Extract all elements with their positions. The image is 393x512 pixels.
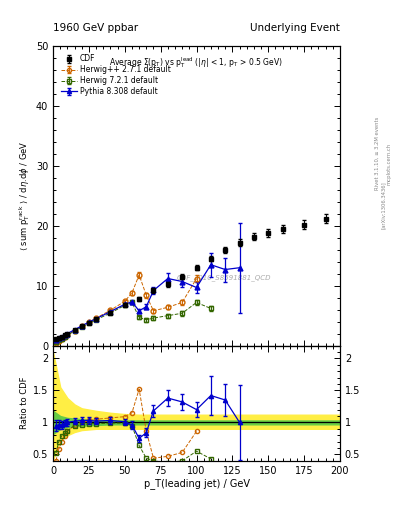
Text: Rivet 3.1.10, ≥ 3.2M events: Rivet 3.1.10, ≥ 3.2M events xyxy=(375,117,380,190)
Text: Underlying Event: Underlying Event xyxy=(250,23,340,33)
Text: Average $\Sigma$(p$_{\rm T}$) vs p$_{\rm T}^{\rm lead}$ ($|\eta|$ < 1, p$_{\rm T: Average $\Sigma$(p$_{\rm T}$) vs p$_{\rm… xyxy=(110,55,283,70)
Text: 1960 GeV ppbar: 1960 GeV ppbar xyxy=(53,23,138,33)
Y-axis label: $\langle$ sum p$_{\rm T}^{\rm rack}$ $\rangle$ / d$\eta$.d$\phi$ / GeV: $\langle$ sum p$_{\rm T}^{\rm rack}$ $\r… xyxy=(17,141,32,251)
Legend: CDF, Herwig++ 2.7.1 default, Herwig 7.2.1 default, Pythia 8.308 default: CDF, Herwig++ 2.7.1 default, Herwig 7.2.… xyxy=(60,53,172,98)
Text: CDF_2010_S8591881_QCD: CDF_2010_S8591881_QCD xyxy=(176,275,271,282)
Text: [arXiv:1306.3436]: [arXiv:1306.3436] xyxy=(381,181,386,229)
Text: mcplots.cern.ch: mcplots.cern.ch xyxy=(386,143,391,185)
Y-axis label: Ratio to CDF: Ratio to CDF xyxy=(20,377,29,430)
X-axis label: p_T(leading jet) / GeV: p_T(leading jet) / GeV xyxy=(143,478,250,489)
